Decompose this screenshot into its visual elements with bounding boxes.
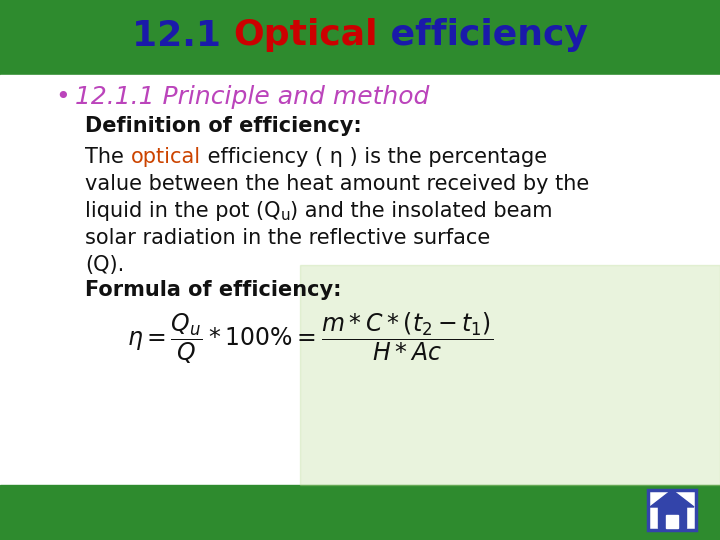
- Bar: [300, 265, 720, 485]
- Bar: [0, 0, 720, 75]
- Polygon shape: [650, 490, 694, 507]
- Text: efficiency: efficiency: [378, 18, 588, 52]
- Text: liquid in the pot (Q: liquid in the pot (Q: [85, 201, 281, 221]
- Text: efficiency ( η ) is the percentage: efficiency ( η ) is the percentage: [201, 147, 546, 167]
- Bar: [666, 515, 678, 528]
- Bar: [0, 75, 720, 485]
- Text: (Q).: (Q).: [85, 255, 125, 275]
- Text: Definition of efficiency:: Definition of efficiency:: [85, 116, 361, 136]
- Text: Formula of efficiency:: Formula of efficiency:: [85, 280, 341, 300]
- Text: •: •: [55, 85, 70, 109]
- Text: The: The: [85, 147, 130, 167]
- Text: solar radiation in the reflective surface: solar radiation in the reflective surfac…: [85, 228, 490, 248]
- Text: Optical: Optical: [233, 18, 378, 52]
- Text: 12.1.1 Principle and method: 12.1.1 Principle and method: [75, 85, 429, 109]
- Text: value between the heat amount received by the: value between the heat amount received b…: [85, 174, 589, 194]
- Bar: [648, 490, 696, 530]
- Text: optical: optical: [130, 147, 201, 167]
- Text: u: u: [281, 207, 290, 222]
- Text: $\eta = \dfrac{Q_u}{Q} * 100\% = \dfrac{m * C * (t_2 - t_1)}{H * Ac}$: $\eta = \dfrac{Q_u}{Q} * 100\% = \dfrac{…: [127, 310, 493, 366]
- Bar: [0, 485, 720, 540]
- Text: ) and the insolated beam: ) and the insolated beam: [289, 201, 552, 221]
- Text: 12.1: 12.1: [132, 18, 233, 52]
- Bar: [658, 505, 686, 528]
